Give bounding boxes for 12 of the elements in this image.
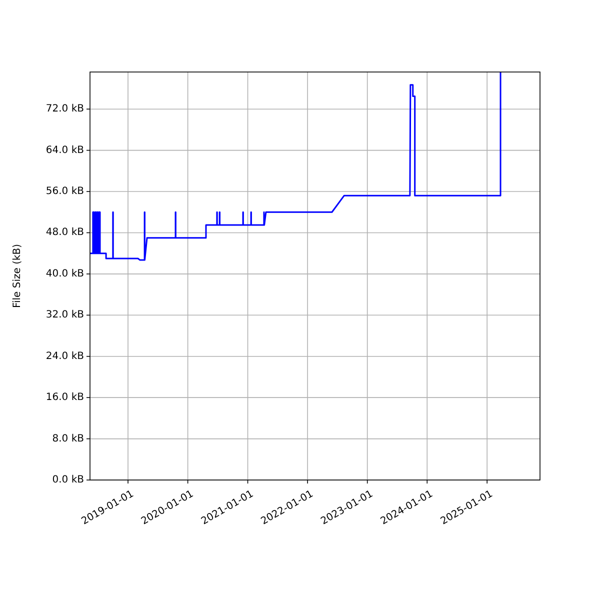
y-tick-label: 40.0 kB <box>46 268 84 280</box>
y-tick-label: 48.0 kB <box>46 227 84 238</box>
y-tick-label: 24.0 kB <box>46 350 84 362</box>
line-series <box>90 72 502 261</box>
y-tick-label: 0.0 kB <box>52 474 84 486</box>
y-tick-label: 16.0 kB <box>46 392 84 404</box>
y-axis-title: File Size (kB) <box>12 244 23 308</box>
y-tick-label: 32.0 kB <box>46 310 84 321</box>
y-tick-label: 8.0 kB <box>52 433 84 444</box>
y-tick-label: 56.0 kB <box>46 186 84 198</box>
y-tick-label: 64.0 kB <box>46 144 84 156</box>
y-tick-label: 72.0 kB <box>46 104 84 115</box>
